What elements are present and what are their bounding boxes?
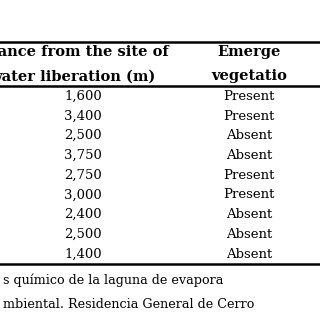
Text: 1,400: 1,400 xyxy=(64,248,102,260)
Text: water liberation (m): water liberation (m) xyxy=(0,69,156,84)
Text: Emerge: Emerge xyxy=(218,45,281,59)
Text: Present: Present xyxy=(224,188,275,201)
Text: Absent: Absent xyxy=(226,129,272,142)
Text: Absent: Absent xyxy=(226,149,272,162)
Text: vegetatio: vegetatio xyxy=(212,69,287,84)
Text: 3,400: 3,400 xyxy=(64,109,102,123)
Text: 2,500: 2,500 xyxy=(64,129,102,142)
Text: Present: Present xyxy=(224,169,275,182)
Text: 3,750: 3,750 xyxy=(64,149,102,162)
Text: mbiental. Residencia General de Cerro: mbiental. Residencia General de Cerro xyxy=(3,298,255,311)
Text: 1,600: 1,600 xyxy=(64,90,102,103)
Text: 3,000: 3,000 xyxy=(64,188,102,201)
Text: 2,750: 2,750 xyxy=(64,169,102,182)
Text: s químico de la laguna de evapora: s químico de la laguna de evapora xyxy=(3,274,224,287)
Text: Absent: Absent xyxy=(226,228,272,241)
Text: 2,400: 2,400 xyxy=(64,208,102,221)
Text: Absent: Absent xyxy=(226,208,272,221)
Text: Present: Present xyxy=(224,109,275,123)
Text: 2,500: 2,500 xyxy=(64,228,102,241)
Text: Present: Present xyxy=(224,90,275,103)
Text: istance from the site of: istance from the site of xyxy=(0,45,168,59)
Text: Absent: Absent xyxy=(226,248,272,260)
